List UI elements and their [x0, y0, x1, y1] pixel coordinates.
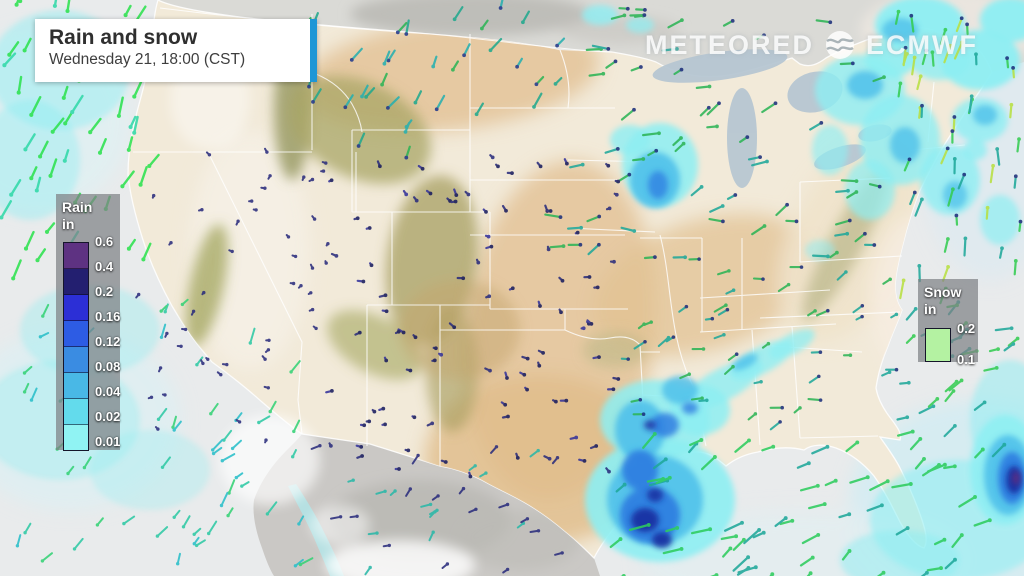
snow-swatch	[925, 328, 951, 362]
snow-legend-unit: in	[924, 301, 937, 317]
rain-legend: Rain in 0.6 0.4 0.2 0.16 0.12 0.08 0.04 0.02 0.0…	[56, 194, 120, 451]
rain-colorbar	[63, 242, 89, 451]
title-card: Rain and snow Wednesday 21, 18:00 (CST)	[35, 19, 317, 82]
accent-bar	[310, 19, 317, 82]
snow-legend: Snow in 0.2 0.1	[918, 279, 978, 367]
rain-legend-title: Rain	[62, 199, 93, 215]
map-title: Rain and snow	[49, 26, 198, 49]
mexico-terrain	[330, 480, 580, 570]
rain-legend-unit: in	[62, 216, 75, 232]
snow-legend-title: Snow	[924, 284, 962, 300]
cloud-patches	[170, 50, 475, 576]
map-datetime: Wednesday 21, 18:00 (CST)	[49, 51, 246, 68]
precip-extreme	[1012, 471, 1020, 485]
